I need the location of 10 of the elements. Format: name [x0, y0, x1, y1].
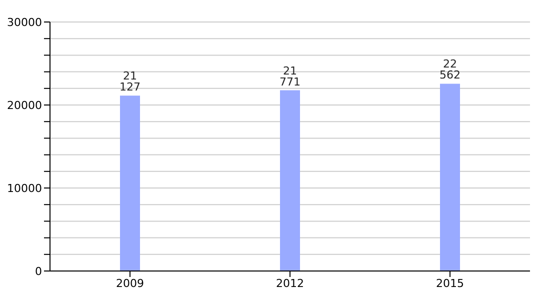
y-tick-label: 30000: [7, 16, 42, 29]
y-tick-label: 0: [35, 264, 42, 278]
y-tick-label: 20000: [7, 98, 42, 112]
data-label: 22 562: [440, 58, 460, 82]
x-tick-label: 2012: [276, 276, 304, 290]
y-tick-label: 10000: [7, 182, 42, 195]
data-label: 21 127: [120, 70, 140, 94]
data-label: 21 771: [280, 64, 300, 88]
x-tick-label: 2009: [116, 276, 144, 290]
x-tick-label: 2015: [436, 276, 464, 290]
